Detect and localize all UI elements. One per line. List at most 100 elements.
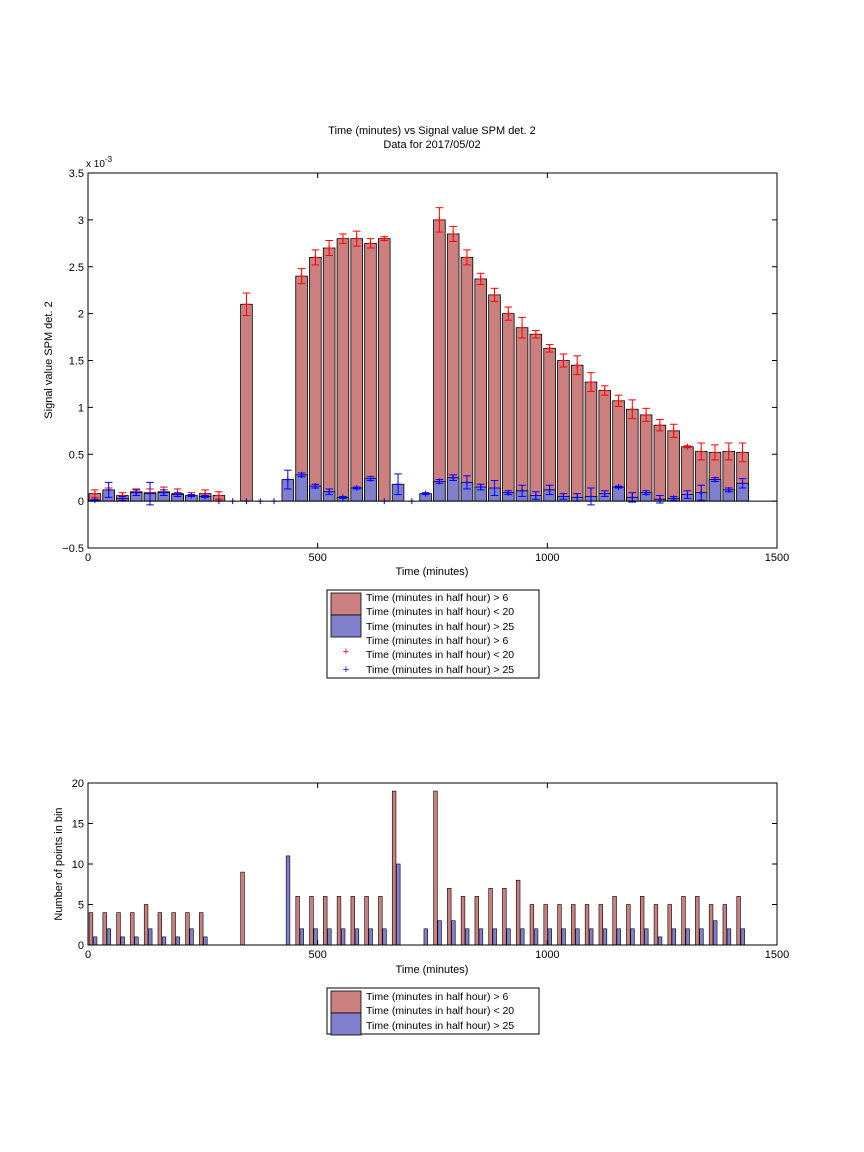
legend2-entry-3: Time (minutes in half hour) > 25: [366, 1020, 514, 1032]
c2-xtick-label: 1000: [535, 949, 559, 961]
blue-count-bar: [630, 928, 635, 946]
red-bar: [446, 233, 460, 502]
blue-count-bar: [492, 928, 497, 946]
red-count-bar: [708, 904, 714, 946]
red-count-bar: [171, 912, 176, 946]
blue-count-bar: [589, 928, 594, 946]
legend2-entry-2: Time (minutes in half hour) < 20: [366, 1005, 514, 1017]
blue-count-bar: [520, 928, 525, 946]
red-bar: [598, 390, 612, 502]
legend2-swatch-red: [330, 990, 362, 1014]
c1-ytick-label: 1.5: [69, 356, 84, 368]
blue-count-bar: [478, 928, 484, 946]
legend-marker-blue-plus: +: [343, 664, 349, 676]
red-count-bar: [157, 912, 163, 946]
red-count-bar: [488, 887, 493, 946]
blue-bar: [446, 477, 460, 502]
legend-entry-6: Time (minutes in half hour) > 25: [366, 664, 514, 676]
red-bar: [515, 327, 529, 502]
blue-count-bar: [120, 936, 125, 946]
red-count-bar: [722, 904, 728, 946]
red-bar: [322, 247, 336, 502]
blue-count-bar: [547, 928, 552, 946]
red-count-bar: [364, 896, 369, 946]
c1-ytick-label: 3.5: [69, 168, 84, 180]
c1-ytick-label: 0: [78, 496, 84, 508]
blue-count-bar: [327, 928, 332, 946]
red-count-bar: [336, 896, 342, 946]
blue-bar: [708, 479, 722, 502]
blue-bar: [295, 474, 308, 502]
blue-count-bar: [561, 928, 566, 946]
blue-count-bar: [354, 928, 360, 946]
red-bar: [488, 294, 501, 502]
red-bar: [570, 364, 584, 502]
red-count-bar: [116, 912, 121, 946]
blue-count-bar: [368, 928, 373, 946]
blue-count-bar: [685, 928, 690, 946]
plot-frame-2: [87, 782, 778, 946]
legend2-swatch-blue: [330, 1012, 362, 1036]
red-count-bar: [598, 904, 603, 946]
blue-count-bar: [671, 928, 677, 946]
c1-ytick-label: 1: [78, 402, 84, 414]
legend-box: [326, 589, 540, 679]
legend-marker-red-plus: +: [343, 646, 349, 658]
blue-count-bar: [726, 928, 732, 946]
red-bar: [653, 424, 667, 502]
red-count-bar: [460, 896, 466, 946]
c1-ytick-label: 2: [78, 309, 84, 321]
red-bar: [529, 333, 543, 502]
red-count-bar: [667, 904, 672, 946]
blue-count-bar: [175, 936, 180, 946]
c2-ytick-label: 10: [72, 859, 84, 871]
red-bar: [336, 238, 350, 502]
blue-count-bar: [699, 928, 704, 946]
blue-count-bar: [740, 928, 745, 946]
red-count-bar: [502, 887, 507, 946]
red-count-bar: [350, 896, 355, 946]
legend-entry-2: Time (minutes in half hour) < 20: [366, 606, 514, 618]
blue-count-bar: [602, 928, 608, 946]
red-bar: [667, 430, 680, 502]
c1-xtick-label: 1000: [535, 552, 559, 564]
legend-entry-5: Time (minutes in half hour) < 20: [366, 649, 514, 661]
blue-count-bar: [657, 936, 663, 946]
red-count-bar: [736, 896, 741, 946]
legend-2: Time (minutes in half hour) > 6 Time (mi…: [326, 987, 540, 1036]
red-bar: [639, 414, 653, 502]
legend-entry-4: Time (minutes in half hour) > 6: [366, 635, 508, 647]
legend-swatch-blue: [330, 614, 362, 638]
blue-count-bar: [533, 928, 539, 946]
blue-count-bar: [92, 936, 98, 946]
count-chart: 0 500 1000 1500 0 5 10 15 20 Time (minutes) Numb…: [53, 778, 789, 1036]
chart-subtitle: Data for 2017/05/02: [383, 139, 480, 151]
red-count-bar: [295, 896, 300, 946]
red-bar: [433, 219, 446, 502]
blue-count-bar: [161, 936, 167, 946]
blue-count-bar: [451, 920, 456, 946]
red-count-bar: [102, 912, 107, 946]
c1-xtick-label: 500: [308, 552, 326, 564]
legend2-entry-1: Time (minutes in half hour) > 6: [366, 991, 508, 1003]
red-bar: [364, 242, 377, 502]
legend-box-2: [326, 987, 540, 1035]
chart-title: Time (minutes) vs Signal value SPM det. …: [328, 125, 535, 137]
red-count-bar: [130, 912, 135, 946]
legend-entry-3: Time (minutes in half hour) > 25: [366, 621, 514, 633]
c1-ytick-label: 0.5: [69, 449, 84, 461]
red-count-bar: [391, 790, 397, 946]
red-count-bar: [309, 896, 314, 946]
x-axis-label-2: Time (minutes): [396, 964, 469, 976]
blue-count-bar: [616, 928, 621, 946]
x-axis-label: Time (minutes): [396, 566, 469, 578]
red-bar: [626, 408, 639, 502]
legend-entry-1: Time (minutes in half hour) > 6: [366, 592, 508, 604]
y-axis-label: Signal value SPM det. 2: [43, 301, 55, 418]
blue-count-bar: [134, 936, 139, 946]
c2-ytick-label: 5: [78, 900, 84, 912]
c2-ytick-label: 20: [72, 778, 84, 790]
y-axis-label-2: Number of points in bin: [53, 807, 65, 920]
y-exponent-label: x 10-3: [86, 155, 113, 170]
